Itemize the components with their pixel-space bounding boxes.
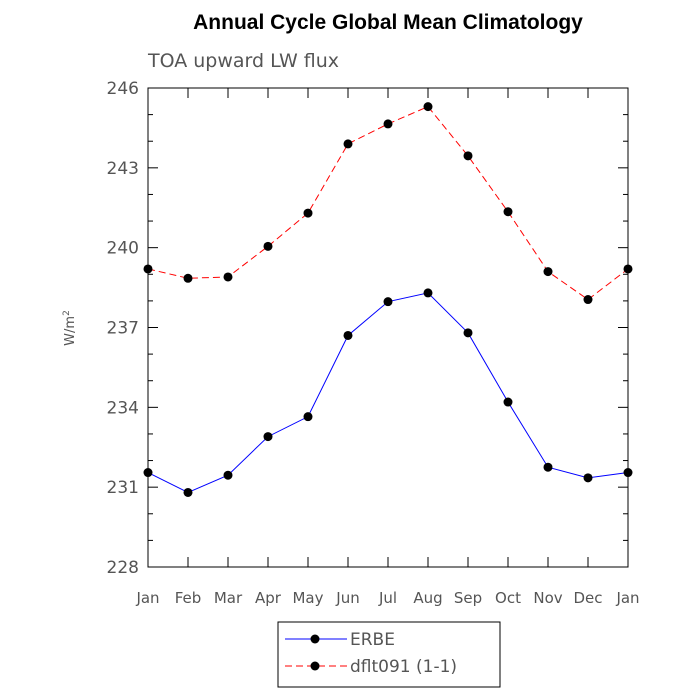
- x-tick-label: Jan: [135, 589, 159, 607]
- series-1-point: [183, 273, 193, 283]
- x-tick-label: Apr: [255, 589, 282, 607]
- series-1-point: [223, 272, 233, 282]
- series-line-0: [147, 292, 629, 494]
- legend-box: [277, 621, 501, 688]
- y-tick-label: 231: [107, 478, 139, 498]
- x-tick-label: May: [292, 589, 323, 607]
- x-tick-label: Mar: [214, 589, 243, 607]
- y-axis-label-superscript: 2: [62, 310, 72, 316]
- series-1-point: [503, 207, 513, 217]
- series-0-point: [183, 487, 193, 497]
- series-1-point: [263, 241, 273, 251]
- legend-label-erbe: ERBE: [350, 630, 395, 650]
- y-axis-label-main: W/m: [63, 316, 78, 346]
- series-0-point: [423, 288, 433, 298]
- series-0-point: [383, 297, 393, 307]
- series-0-point: [223, 470, 233, 480]
- y-tick-label: 228: [107, 558, 139, 578]
- y-tick-label: 234: [107, 398, 139, 418]
- x-tick-label: Dec: [573, 589, 602, 607]
- series-1-point: [623, 264, 633, 274]
- y-tick-label: 246: [107, 79, 139, 99]
- x-tick-label: Jan: [615, 589, 639, 607]
- chart-subtitle: TOA upward LW flux: [147, 50, 339, 72]
- y-tick-label: 240: [107, 239, 139, 259]
- series-0-point: [543, 462, 553, 472]
- series-0-point: [623, 468, 633, 478]
- series-1-point: [383, 119, 393, 129]
- series-1-point: [343, 139, 353, 149]
- x-tick-label: Oct: [495, 589, 521, 607]
- x-tick-label: Feb: [175, 589, 202, 607]
- x-tick-label: Sep: [454, 589, 482, 607]
- series-0-point: [463, 328, 473, 338]
- plot-frame: [147, 87, 629, 568]
- series-layer: [143, 102, 633, 497]
- series-1-point: [463, 151, 473, 161]
- series-1-point: [583, 295, 593, 305]
- axes: 228 231 234 237 240 243 246 Jan Feb Mar Apr May Jun J…: [107, 79, 640, 607]
- series-0-point: [343, 330, 353, 340]
- series-0-point: [583, 473, 593, 483]
- series-1-point: [303, 208, 313, 218]
- legend: ERBE dflt091 (1-1): [277, 621, 501, 688]
- series-1-point: [143, 264, 153, 274]
- legend-marker-dflt091: [310, 661, 320, 671]
- legend-marker-erbe: [310, 634, 320, 644]
- series-0-point: [143, 468, 153, 478]
- x-tick-label: Jul: [378, 589, 397, 607]
- x-tick-label: Nov: [533, 589, 562, 607]
- x-tick-label: Aug: [413, 589, 442, 607]
- y-axis-label: W/m2: [62, 310, 78, 346]
- series-0-point: [263, 432, 273, 442]
- y-tick-label: 243: [107, 159, 139, 179]
- legend-label-dflt091: dflt091 (1-1): [350, 657, 457, 677]
- y-tick-label: 237: [107, 319, 139, 339]
- series-line-1: [147, 106, 629, 301]
- series-1-point: [423, 102, 433, 112]
- series-0-point: [303, 412, 313, 422]
- x-tick-label: Jun: [335, 589, 359, 607]
- series-1-point: [543, 267, 553, 277]
- series-0-point: [503, 397, 513, 407]
- chart-title: Annual Cycle Global Mean Climatology: [193, 11, 583, 34]
